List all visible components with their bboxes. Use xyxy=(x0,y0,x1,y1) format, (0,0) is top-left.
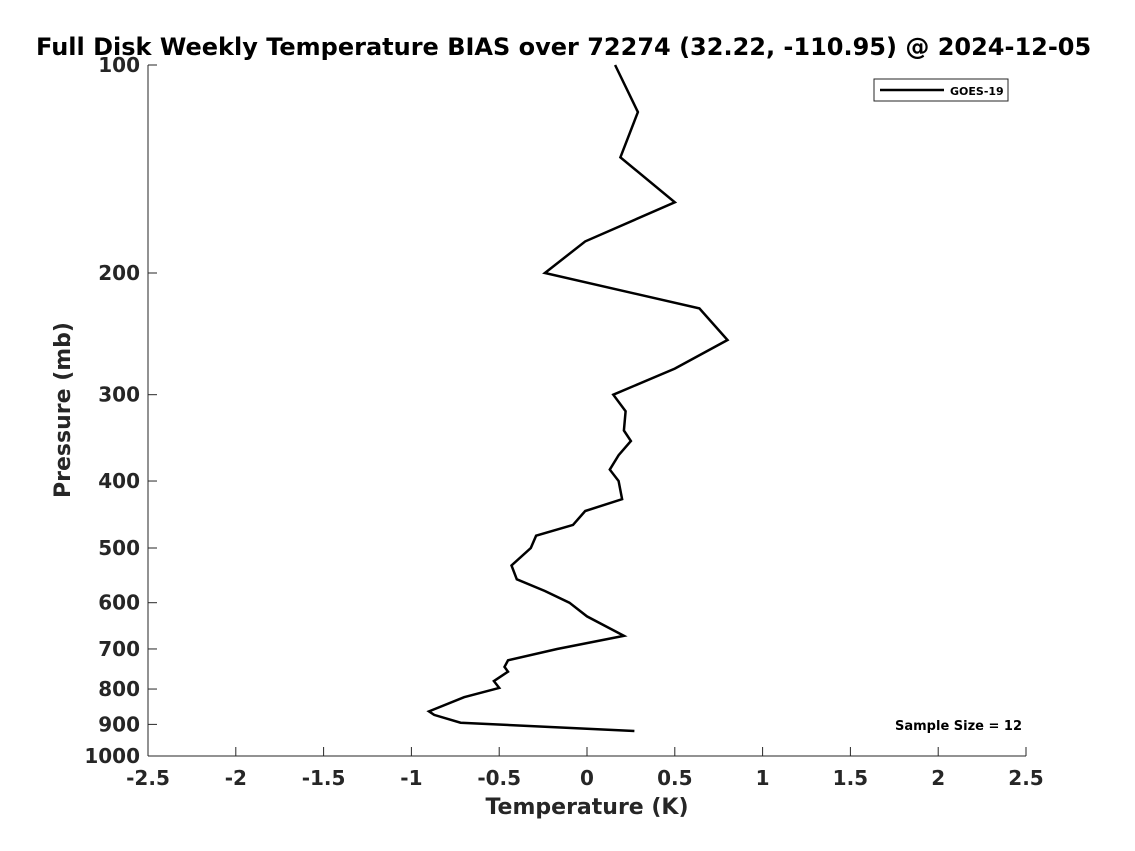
plot-area xyxy=(147,65,1026,757)
y-tick-label: 200 xyxy=(98,261,140,285)
y-tick-label: 800 xyxy=(98,677,140,701)
x-tick-label: 1.5 xyxy=(833,766,868,790)
x-tick-label: 0.5 xyxy=(657,766,692,790)
x-tick-label: 1 xyxy=(756,766,770,790)
x-tick-label: 2 xyxy=(931,766,945,790)
y-tick-label: 900 xyxy=(98,712,140,736)
x-tick-label: -1 xyxy=(400,766,422,790)
y-tick-label: 700 xyxy=(98,637,140,661)
x-ticks: -2.5 -2 -1.5 -1 -0.5 0 0.5 1 1.5 2 2.5 xyxy=(126,747,1044,790)
y-tick-label: 300 xyxy=(98,383,140,407)
x-axis-label: Temperature (K) xyxy=(485,795,688,820)
x-tick-label: -0.5 xyxy=(477,766,521,790)
y-ticks: 100 200 300 400 500 600 700 800 900 1000 xyxy=(84,53,157,768)
series-layer xyxy=(426,64,730,733)
x-tick-label: -2.5 xyxy=(126,766,170,790)
y-tick-label: 100 xyxy=(98,53,140,77)
sample-size-annotation: Sample Size = 12 xyxy=(895,719,1022,734)
x-tick-label: 2.5 xyxy=(1008,766,1043,790)
series-line-goes-19 xyxy=(426,64,730,733)
y-tick-label: 400 xyxy=(98,469,140,493)
x-tick-label: -2 xyxy=(225,766,247,790)
y-tick-label: 500 xyxy=(98,536,140,560)
legend: GOES-19 xyxy=(873,78,1009,102)
x-tick-label: -1.5 xyxy=(302,766,346,790)
y-axis-label: Pressure (mb) xyxy=(51,322,76,498)
x-tick-label: 0 xyxy=(580,766,594,790)
legend-label: GOES-19 xyxy=(950,85,1004,98)
chart-title: Full Disk Weekly Temperature BIAS over 7… xyxy=(36,33,1091,61)
y-tick-label: 600 xyxy=(98,591,140,615)
y-tick-label: 1000 xyxy=(84,744,140,768)
